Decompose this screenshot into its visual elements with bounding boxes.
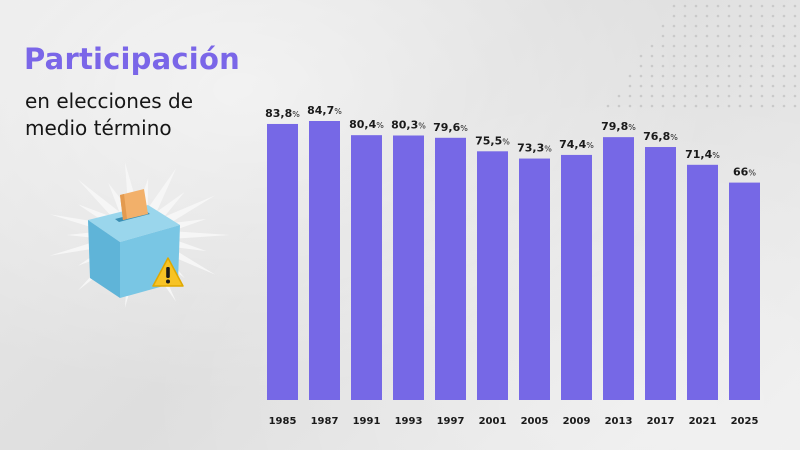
x-tick-2025: 2025 — [731, 416, 759, 427]
x-tick-2021: 2021 — [689, 416, 717, 427]
bar-2005 — [519, 158, 550, 400]
value-label-1997: 79,6% — [433, 121, 468, 134]
value-label-2001: 75,5% — [475, 134, 510, 147]
x-tick-2001: 2001 — [479, 416, 507, 427]
bar-2013 — [603, 137, 634, 400]
bar-1987 — [309, 121, 340, 400]
value-label-2013: 79,8% — [601, 120, 636, 133]
x-tick-1991: 1991 — [353, 416, 381, 427]
bar-1991 — [351, 135, 382, 400]
x-tick-1997: 1997 — [437, 416, 465, 427]
value-label-1993: 80,3% — [391, 118, 426, 131]
ballot-illustration — [49, 162, 230, 308]
x-tick-2013: 2013 — [605, 416, 633, 427]
bar-1993 — [393, 135, 424, 400]
value-label-2005: 73,3% — [517, 142, 552, 155]
bar-chart: 83,8% 1985 84,7% 1987 80,4% 1991 80,3% 1993 79,6… — [265, 104, 760, 427]
bar-2009 — [561, 154, 592, 400]
dot-pattern — [606, 4, 797, 108]
warning-icon — [152, 257, 184, 287]
page-title: Participación — [24, 42, 240, 76]
value-label-1991: 80,4% — [349, 118, 384, 131]
bar-2025 — [729, 182, 760, 400]
x-tick-2005: 2005 — [521, 416, 549, 427]
value-label-2017: 76,8% — [643, 130, 678, 143]
value-label-2021: 71,4% — [685, 148, 720, 161]
bar-2021 — [687, 164, 718, 400]
x-tick-1985: 1985 — [269, 416, 297, 427]
value-label-2025: 66% — [733, 166, 756, 179]
bar-2017 — [645, 147, 676, 400]
x-tick-2017: 2017 — [647, 416, 675, 427]
bar-1997 — [435, 137, 466, 400]
value-label-1987: 84,7% — [307, 104, 342, 117]
bar-2001 — [477, 151, 508, 400]
x-tick-2009: 2009 — [563, 416, 591, 427]
page-subtitle: en elecciones de medio término — [25, 89, 194, 140]
value-label-2009: 74,4% — [559, 138, 594, 151]
value-label-1985: 83,8% — [265, 107, 300, 120]
x-tick-1987: 1987 — [311, 416, 339, 427]
x-tick-1993: 1993 — [395, 416, 423, 427]
bar-1985 — [267, 123, 298, 400]
ballot-box-icon — [88, 189, 180, 298]
